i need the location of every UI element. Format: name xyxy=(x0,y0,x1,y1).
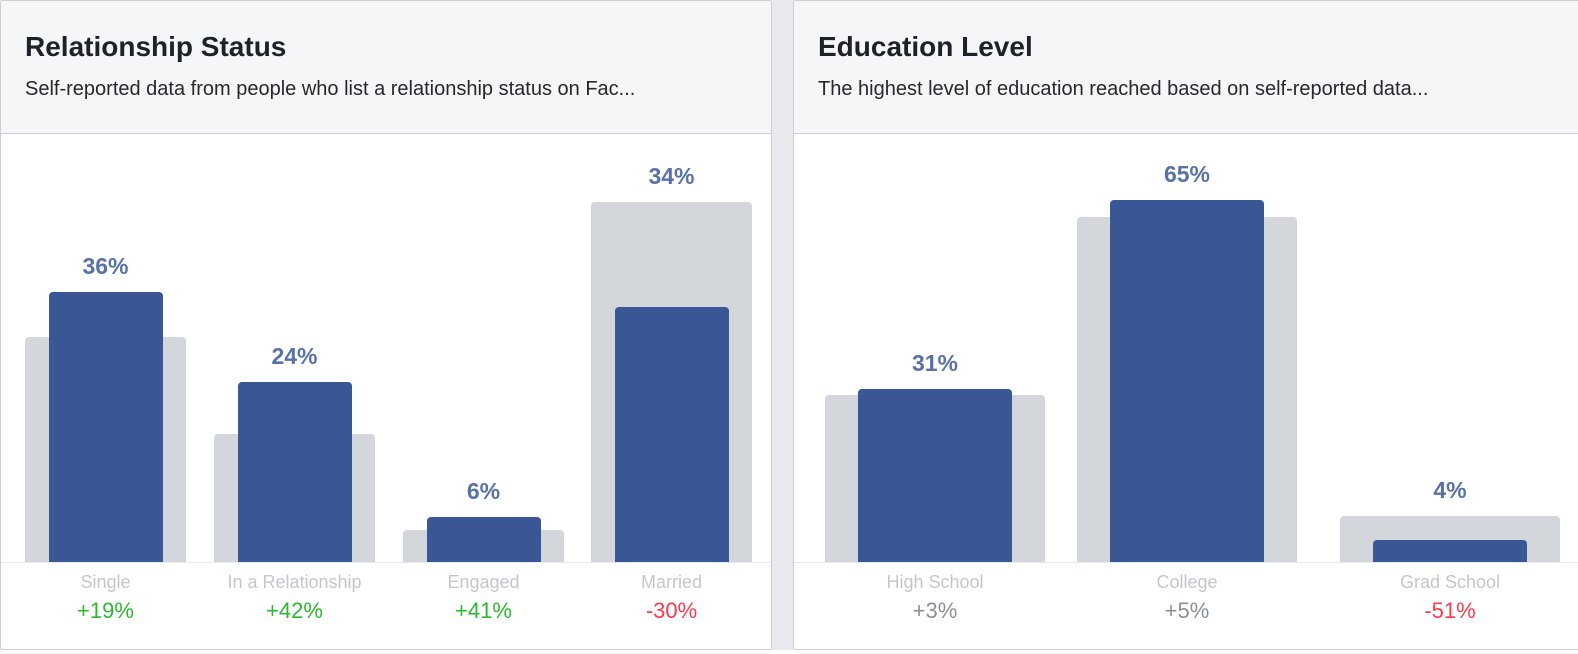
card-subtitle: The highest level of education reached b… xyxy=(818,78,1429,101)
bar-group: 36% xyxy=(25,134,186,562)
category-label: Married xyxy=(640,572,702,592)
card-subtitle: Self-reported data from people who list … xyxy=(25,78,636,101)
category-label: Engaged xyxy=(447,572,520,592)
value-label: 4% xyxy=(1433,477,1467,503)
card-title: Education Level xyxy=(818,31,1033,62)
audience-bar[interactable] xyxy=(238,382,352,562)
category-label: Single xyxy=(80,572,131,592)
audience-bar[interactable] xyxy=(615,307,729,562)
value-label: 34% xyxy=(648,163,695,189)
bar-group: 65% xyxy=(1077,134,1297,562)
delta-label: -51% xyxy=(1424,598,1476,623)
chart-baseline xyxy=(1,562,771,563)
delta-label: +3% xyxy=(912,598,958,623)
value-label: 65% xyxy=(1163,161,1211,187)
chart-baseline xyxy=(794,562,1578,563)
category-label: College xyxy=(1156,572,1218,592)
delta-label: +5% xyxy=(1164,598,1210,623)
audience-bar[interactable] xyxy=(858,389,1012,562)
bar-group: 34% xyxy=(591,134,752,562)
value-label: 6% xyxy=(466,478,501,504)
audience-bar[interactable] xyxy=(1110,200,1264,562)
relationship-status-card: Relationship Status Self-reported data f… xyxy=(0,0,772,650)
bar-group: 31% xyxy=(825,134,1045,562)
education-level-chart: 31% High School +3% 65% College +5% 4% Grad Sch… xyxy=(794,134,1578,649)
bar-group: 4% xyxy=(1340,134,1560,562)
card-header: Relationship Status Self-reported data f… xyxy=(1,1,771,134)
card-title: Relationship Status xyxy=(25,31,287,62)
relationship-status-chart: 36% Single +19% 24% In a Relationship +42% 6% E… xyxy=(1,134,771,649)
delta-label: +42% xyxy=(266,598,323,623)
delta-label: -30% xyxy=(645,598,698,623)
audience-bar[interactable] xyxy=(427,517,541,562)
delta-label: +19% xyxy=(77,598,134,623)
category-label: In a Relationship xyxy=(227,572,362,592)
audience-bar[interactable] xyxy=(49,292,163,562)
bar-group: 6% xyxy=(403,134,564,562)
value-label: 31% xyxy=(911,350,959,376)
card-header: Education Level The highest level of edu… xyxy=(794,1,1578,134)
category-label: High School xyxy=(886,572,984,592)
value-label: 36% xyxy=(82,253,129,279)
education-level-card: Education Level The highest level of edu… xyxy=(793,0,1578,650)
category-label: Grad School xyxy=(1399,572,1501,592)
value-label: 24% xyxy=(271,343,318,369)
audience-bar[interactable] xyxy=(1373,540,1527,562)
delta-label: +41% xyxy=(455,598,512,623)
bar-group: 24% xyxy=(214,134,375,562)
